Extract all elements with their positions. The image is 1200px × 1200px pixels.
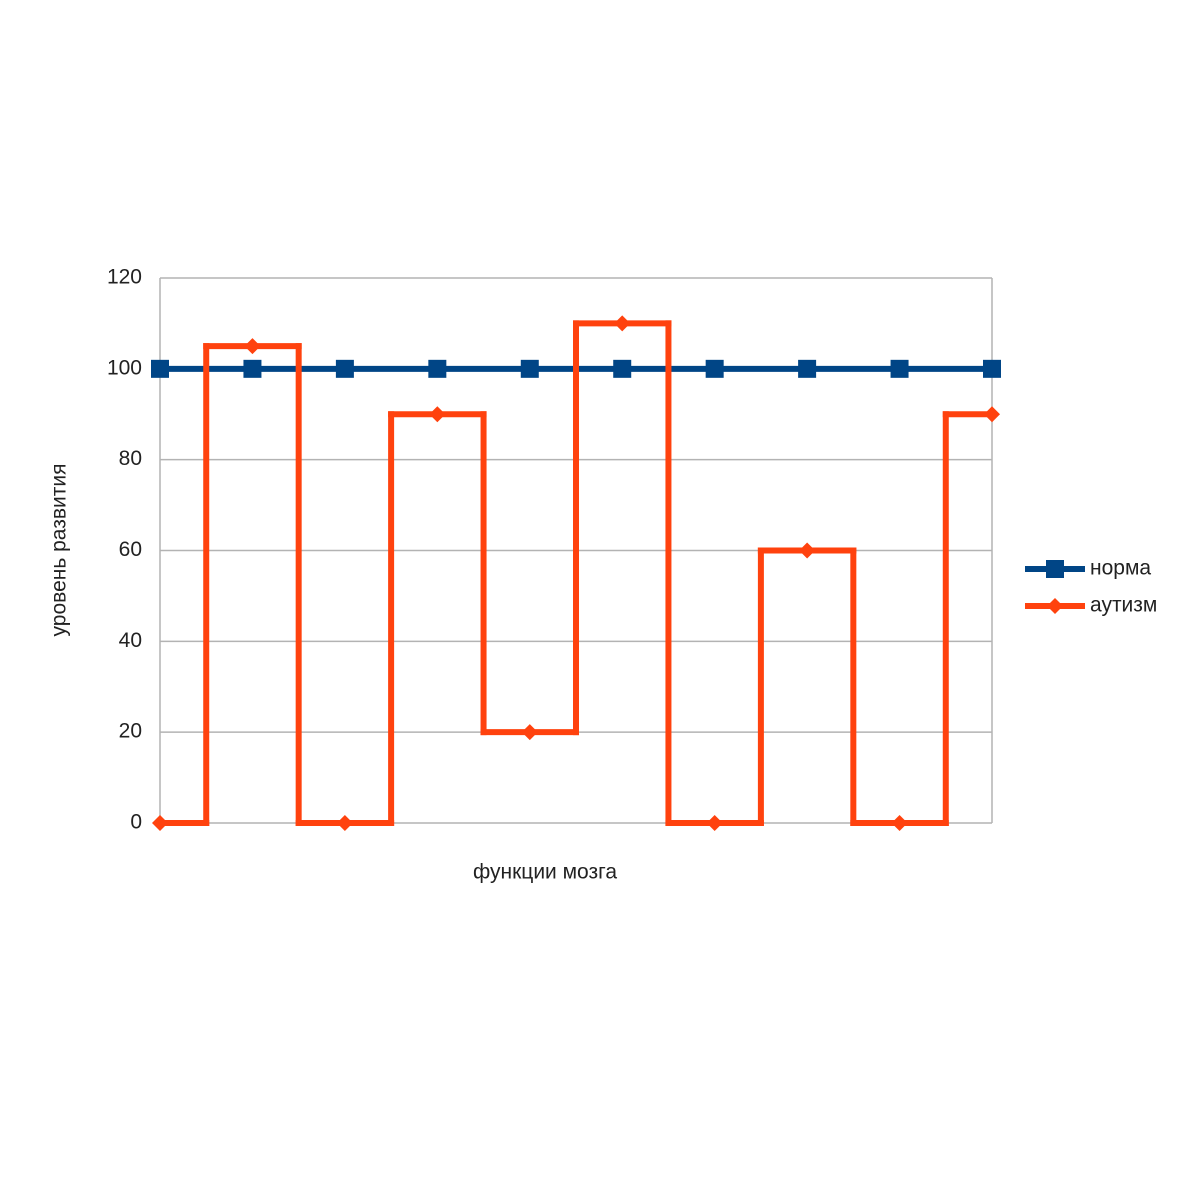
marker [891, 815, 908, 831]
y-tick-label: 20 [119, 720, 142, 743]
legend-label: аутизм [1090, 594, 1157, 617]
marker [521, 724, 538, 741]
marker [243, 359, 262, 378]
marker [614, 315, 631, 332]
marker [429, 406, 446, 423]
marker [151, 359, 169, 378]
marker [336, 815, 353, 831]
marker [983, 359, 1001, 378]
marker [428, 359, 447, 378]
marker [706, 815, 723, 831]
y-tick-label: 120 [107, 266, 142, 289]
marker [1046, 560, 1064, 578]
marker [798, 359, 817, 378]
marker [890, 359, 909, 378]
y-axis-label: уровень развития [48, 464, 71, 637]
y-tick-label: 60 [119, 538, 142, 561]
marker [705, 359, 724, 378]
x-axis-label: функции мозга [473, 861, 617, 884]
marker [152, 815, 168, 831]
marker [613, 359, 632, 378]
marker [335, 359, 354, 378]
marker [244, 338, 261, 355]
marker [984, 406, 1000, 423]
legend-label: норма [1090, 557, 1151, 580]
marker [520, 359, 539, 378]
y-tick-label: 40 [119, 629, 142, 652]
marker [1047, 598, 1063, 614]
marker [799, 542, 816, 559]
y-tick-label: 100 [107, 356, 142, 379]
y-tick-label: 80 [119, 447, 142, 470]
y-tick-label: 0 [130, 811, 142, 834]
